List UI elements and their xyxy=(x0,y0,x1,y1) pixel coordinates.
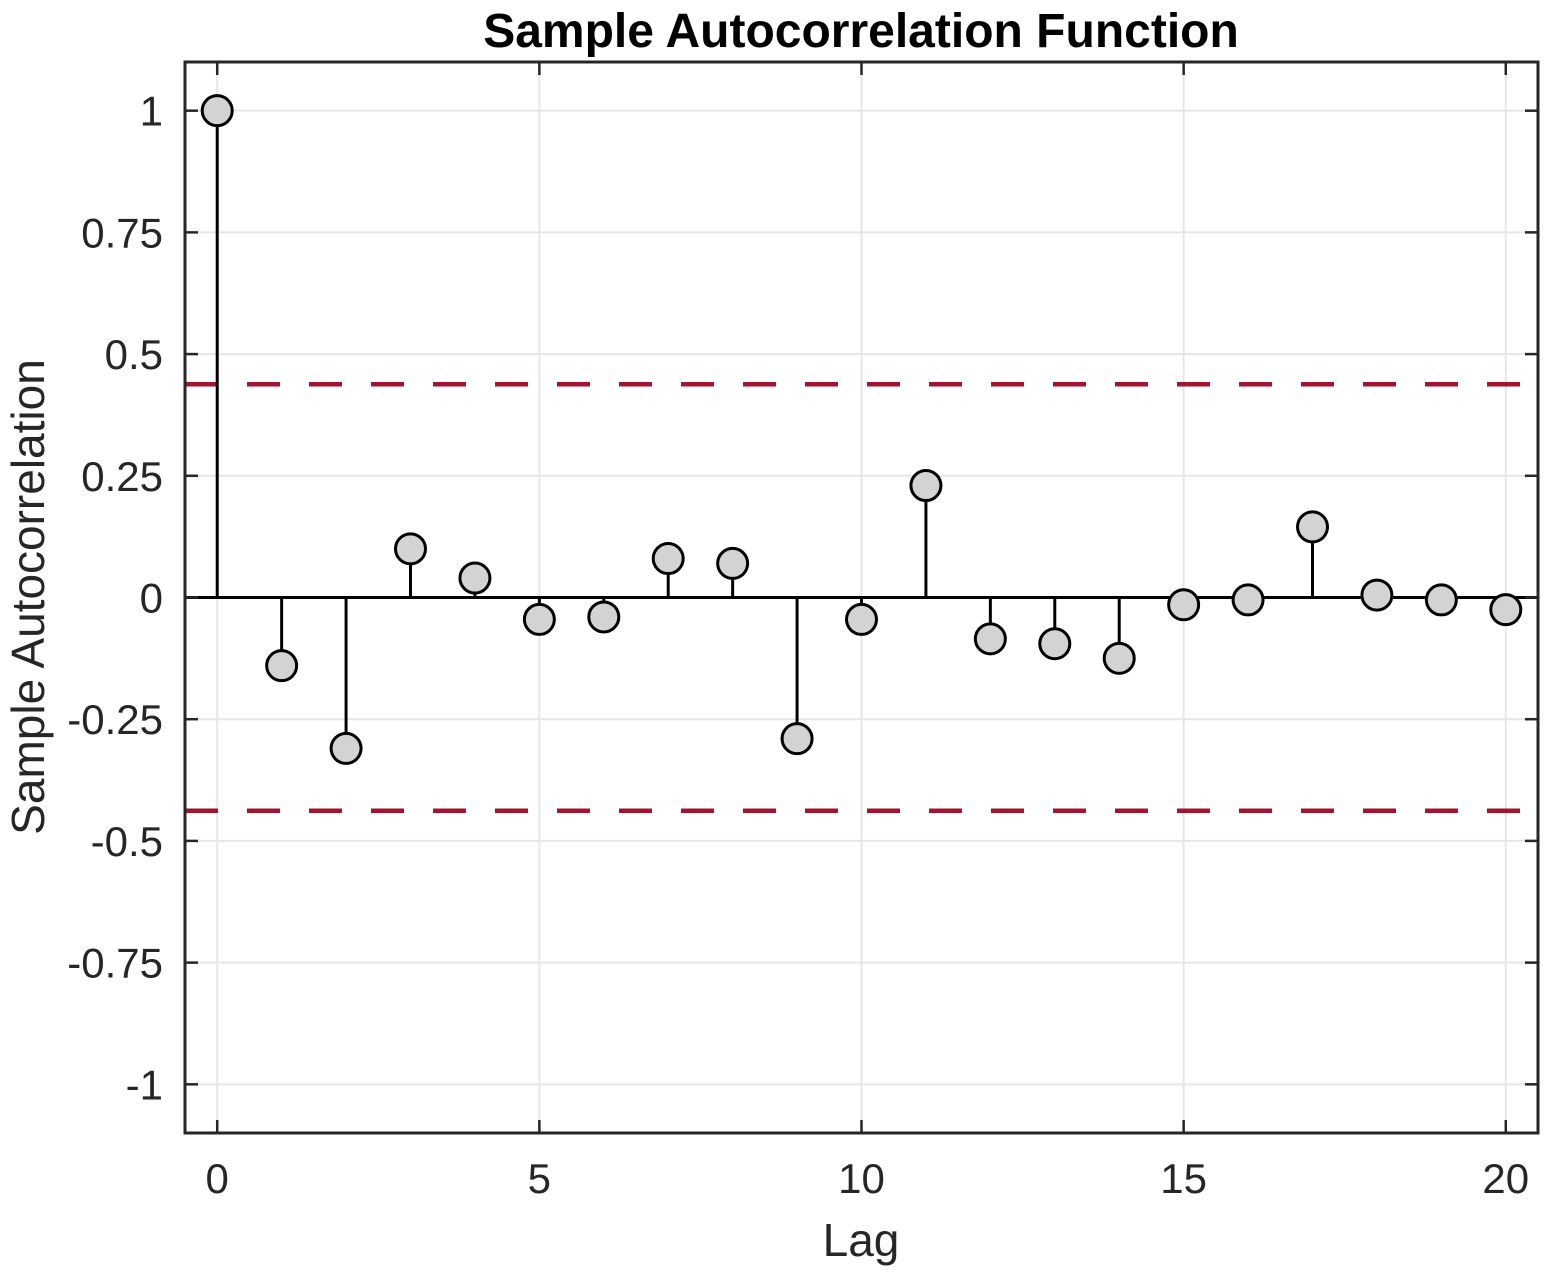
y-tick-label: -1 xyxy=(126,1061,163,1108)
y-tick-label: 0.5 xyxy=(105,331,163,378)
stem-marker xyxy=(1231,583,1265,617)
y-tick-label: -0.75 xyxy=(67,940,163,987)
x-tick-label: 0 xyxy=(206,1155,229,1202)
stem-marker xyxy=(651,542,685,576)
stem-marker xyxy=(1360,578,1394,612)
stem-marker xyxy=(973,622,1007,656)
x-tick-label: 10 xyxy=(838,1155,885,1202)
y-tick-label: 1 xyxy=(140,88,163,135)
stem-marker xyxy=(909,469,943,503)
stem-marker xyxy=(587,600,621,634)
y-axis-label: Sample Autocorrelation xyxy=(2,359,54,835)
x-tick-label: 15 xyxy=(1160,1155,1207,1202)
stem-marker xyxy=(1167,588,1201,622)
y-tick-label: -0.5 xyxy=(91,818,163,865)
y-tick-label: 0.25 xyxy=(81,453,163,500)
x-axis-label: Lag xyxy=(823,1214,900,1266)
x-tick-label: 20 xyxy=(1482,1155,1529,1202)
stem-marker xyxy=(394,532,427,566)
plot-area: 0 5 10 15 20 -1 -0.75 -0.5 -0.25 0 0.25 0.5 0.75 1 xyxy=(67,60,1540,1202)
stem-marker xyxy=(458,561,492,595)
stem-marker xyxy=(200,94,234,128)
y-tick-label: 0.75 xyxy=(81,209,163,256)
stem-marker xyxy=(1038,627,1072,661)
y-tick-label: 0 xyxy=(140,575,163,622)
stem-marker xyxy=(1489,593,1523,627)
stem-marker xyxy=(1424,583,1458,617)
stem-marker xyxy=(780,722,814,756)
stem-marker xyxy=(265,649,299,683)
stem-marker xyxy=(845,602,878,636)
stem-marker xyxy=(329,731,363,765)
y-tick-label: -0.25 xyxy=(67,696,163,743)
stem-marker xyxy=(1296,510,1329,544)
stem-marker xyxy=(1102,641,1136,675)
chart-title: Sample Autocorrelation Function xyxy=(483,5,1239,58)
x-tick-label: 5 xyxy=(528,1155,551,1202)
stem-marker xyxy=(522,602,556,636)
stem-marker xyxy=(716,546,750,580)
